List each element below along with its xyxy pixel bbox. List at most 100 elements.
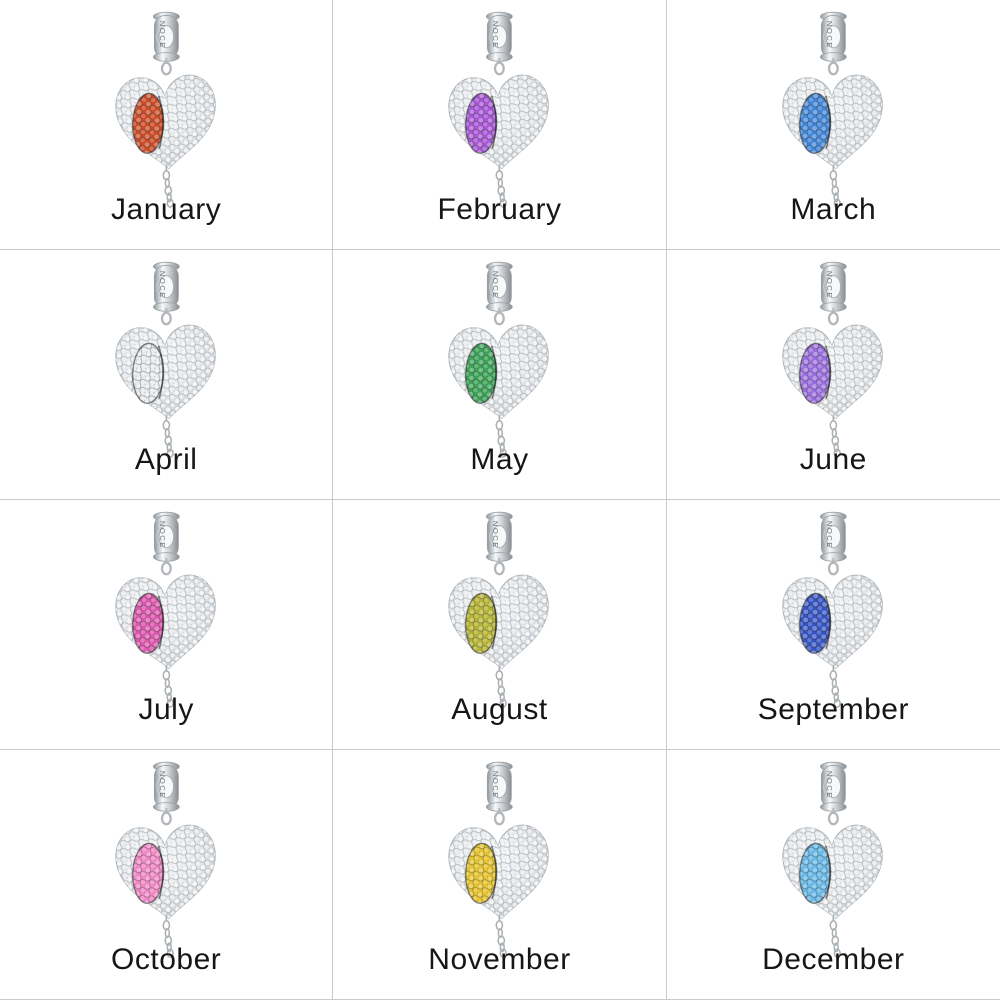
birthstone-section: [131, 842, 165, 904]
bail-brand-text: NOCE: [491, 771, 500, 799]
birthstone-section: [798, 842, 832, 904]
month-label: September: [757, 693, 909, 726]
bail-hole: [825, 775, 842, 799]
heart-charm-image: NOCE: [448, 261, 549, 458]
connector-loop: [827, 307, 839, 326]
connector-loop: [494, 57, 505, 76]
charm-cell-may: NOCE: [333, 250, 667, 500]
dangle-chain: [495, 915, 507, 958]
bail: NOCE: [819, 261, 847, 312]
charm-cell-october: NOCE: [0, 750, 334, 1000]
bail-hole: [825, 25, 842, 49]
birthstone-section: [131, 592, 165, 654]
month-label: March: [790, 193, 877, 226]
bail-brand-text: NOCE: [825, 771, 834, 799]
connector-loop: [827, 557, 839, 576]
pave-heart: [782, 324, 883, 420]
birthstone-section: [131, 342, 165, 404]
pave-heart: [782, 74, 883, 170]
bail: NOCE: [152, 761, 180, 812]
month-label: April: [134, 443, 198, 476]
charm-cell-august: NOCE: [333, 500, 667, 750]
month-label: July: [138, 693, 194, 726]
dangle-chain: [495, 415, 507, 458]
bail-hole: [158, 525, 174, 549]
bail-hole: [158, 25, 174, 49]
charm-cell-september: NOCE: [666, 500, 1000, 750]
heart-charm-image: NOCE: [782, 261, 883, 458]
connector-loop: [827, 807, 839, 826]
birthstone-section: [131, 92, 165, 154]
pave-heart: [115, 824, 216, 920]
dangle-chain: [162, 665, 174, 708]
connector-loop: [160, 557, 172, 576]
bail: NOCE: [486, 761, 513, 812]
birthstone-section: [798, 92, 832, 154]
month-label: February: [437, 193, 562, 226]
pave-heart: [448, 74, 549, 170]
bail-hole: [158, 775, 174, 799]
birthstone-section: [465, 342, 498, 404]
bail-hole: [825, 275, 842, 299]
pave-heart: [448, 324, 549, 420]
connector-loop: [160, 57, 172, 76]
heart-charm-image: NOCE: [115, 11, 216, 208]
charm-cell-june: NOCE: [666, 250, 1000, 500]
dangle-chain: [495, 165, 507, 208]
connector-loop: [494, 307, 505, 326]
month-label: June: [799, 443, 867, 476]
bail: NOCE: [486, 11, 513, 62]
dangle-chain: [829, 415, 841, 458]
charm-cell-march: NOCE: [666, 0, 1000, 250]
month-label: December: [762, 943, 905, 976]
month-label: October: [111, 943, 222, 976]
bail-hole: [825, 525, 842, 549]
charm-cell-april: NOCE: [0, 250, 334, 500]
bail: NOCE: [486, 511, 513, 562]
charm-cell-december: NOCE: [666, 750, 1000, 1000]
connector-loop: [160, 807, 172, 826]
pave-heart: [115, 574, 216, 670]
heart-charm-image: NOCE: [115, 261, 216, 458]
birthstone-section: [465, 92, 498, 154]
bail-brand-text: NOCE: [491, 21, 500, 49]
bail: NOCE: [152, 261, 180, 312]
month-label: May: [470, 443, 529, 476]
dangle-chain: [829, 165, 841, 208]
birthstone-section: [465, 842, 498, 904]
connector-loop: [827, 57, 839, 76]
charm-cell-november: NOCE: [333, 750, 667, 1000]
bail-hole: [491, 775, 508, 799]
dangle-chain: [162, 415, 174, 458]
birthstone-section: [798, 342, 832, 404]
connector-loop: [494, 557, 505, 576]
charm-cell-july: NOCE: [0, 500, 334, 750]
pave-heart: [782, 824, 883, 920]
bail-brand-text: NOCE: [158, 271, 167, 299]
bail: NOCE: [819, 511, 847, 562]
charm-cell-february: NOCE: [333, 0, 667, 250]
heart-charm-image: NOCE: [115, 761, 216, 958]
pave-heart: [115, 324, 216, 420]
bail: NOCE: [819, 11, 847, 62]
bail: NOCE: [819, 761, 847, 812]
connector-loop: [494, 807, 505, 826]
heart-charm-image: NOCE: [782, 761, 883, 958]
month-label: January: [111, 193, 222, 226]
dangle-chain: [495, 665, 507, 708]
pave-heart: [448, 574, 549, 670]
bail-brand-text: NOCE: [491, 521, 500, 549]
month-label: November: [428, 943, 571, 976]
heart-charm-image: NOCE: [448, 11, 549, 208]
charm-cell-january: NOCE: [0, 0, 334, 250]
connector-loop: [160, 307, 172, 326]
dangle-chain: [162, 165, 174, 208]
bail-brand-text: NOCE: [158, 21, 167, 49]
month-label: August: [451, 693, 548, 726]
bail: NOCE: [152, 511, 180, 562]
bail-hole: [491, 25, 508, 49]
bail-brand-text: NOCE: [825, 21, 834, 49]
bail-brand-text: NOCE: [825, 521, 834, 549]
heart-charm-image: NOCE: [782, 11, 883, 208]
